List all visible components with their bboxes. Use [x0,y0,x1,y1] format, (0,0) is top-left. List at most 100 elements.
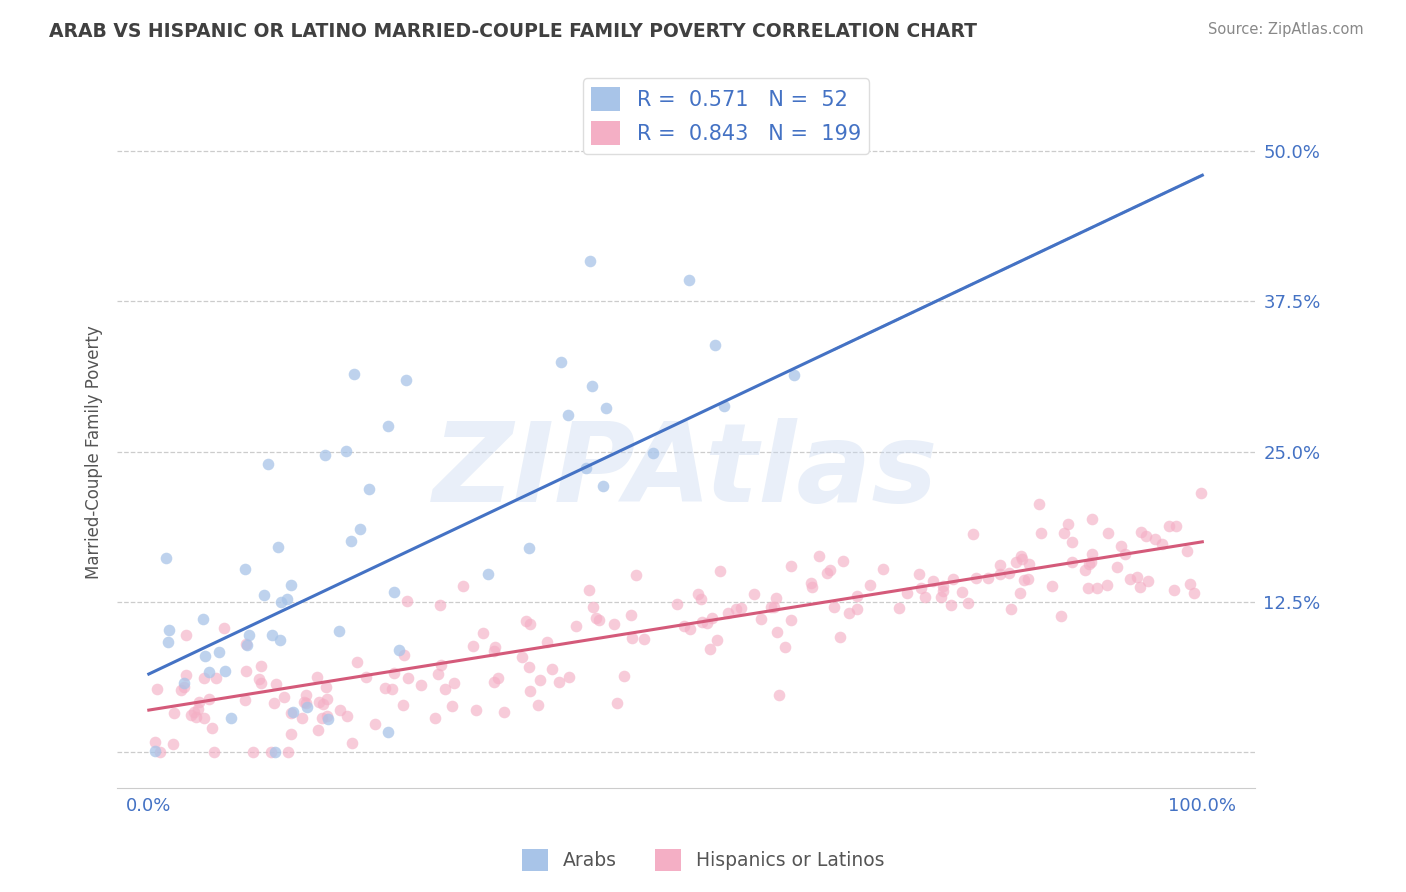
Point [1011,552,1033,566]
Point [155,551,177,566]
Point [464,703,486,717]
Point [1029,526,1052,541]
Point [515,615,537,629]
Point [194,649,217,664]
Point [477,567,499,582]
Point [765,591,787,605]
Point [311,711,333,725]
Point [929,590,952,604]
Point [395,373,418,387]
Point [613,669,636,683]
Point [765,625,787,640]
Point [260,628,283,642]
Point [846,602,869,616]
Point [174,627,197,641]
Point [349,522,371,536]
Point [264,677,287,691]
Point [581,600,603,615]
Point [768,688,790,702]
Point [1109,539,1132,553]
Point [484,675,506,690]
Point [188,695,211,709]
Point [815,566,838,580]
Point [1057,516,1080,531]
Point [908,567,931,582]
Point [482,644,505,658]
Point [548,675,571,690]
Point [235,638,257,652]
Point [156,635,179,649]
Point [1005,556,1028,570]
Point [1105,560,1128,574]
Point [492,705,515,719]
Point [550,355,572,369]
Point [783,368,806,383]
Point [173,680,195,694]
Point [434,682,457,697]
Point [633,632,655,646]
Point [430,658,453,673]
Point [249,676,271,690]
Point [291,711,314,725]
Point [1053,525,1076,540]
Point [1114,548,1136,562]
Point [308,695,330,709]
Point [260,745,283,759]
Point [706,632,728,647]
Point [267,540,290,554]
Point [257,458,280,472]
Point [316,691,339,706]
Point [295,696,318,710]
Point [307,723,329,737]
Point [315,681,337,695]
Point [519,683,541,698]
Point [823,600,845,615]
Point [193,671,215,685]
Point [236,638,259,652]
Point [247,672,270,686]
Point [382,665,405,680]
Point [1010,585,1032,599]
Point [585,611,607,625]
Point [763,599,786,614]
Point [624,568,647,582]
Point [773,640,796,654]
Point [1180,577,1202,591]
Point [678,622,700,636]
Point [922,574,945,589]
Point [578,582,600,597]
Legend: R =  0.571   N =  52, R =  0.843   N =  199: R = 0.571 N = 52, R = 0.843 N = 199 [582,78,869,153]
Point [280,727,302,741]
Point [759,599,782,614]
Point [200,721,222,735]
Point [1012,573,1035,587]
Point [187,701,209,715]
Point [588,613,610,627]
Point [910,581,932,595]
Point [643,446,665,460]
Point [429,598,451,612]
Point [942,572,965,586]
Point [193,711,215,725]
Point [564,618,586,632]
Point [1040,579,1063,593]
Point [696,616,718,631]
Point [988,566,1011,581]
Point [157,623,180,637]
Point [380,681,402,696]
Point [744,587,766,601]
Point [221,711,243,725]
Point [957,596,980,610]
Point [392,698,415,712]
Point [202,745,225,759]
Point [620,608,643,623]
Point [717,606,740,620]
Point [1157,519,1180,533]
Point [283,705,305,719]
Point [557,408,579,422]
Point [579,254,602,268]
Point [1080,555,1102,569]
Point [411,678,433,692]
Point [709,564,731,578]
Point [859,577,882,591]
